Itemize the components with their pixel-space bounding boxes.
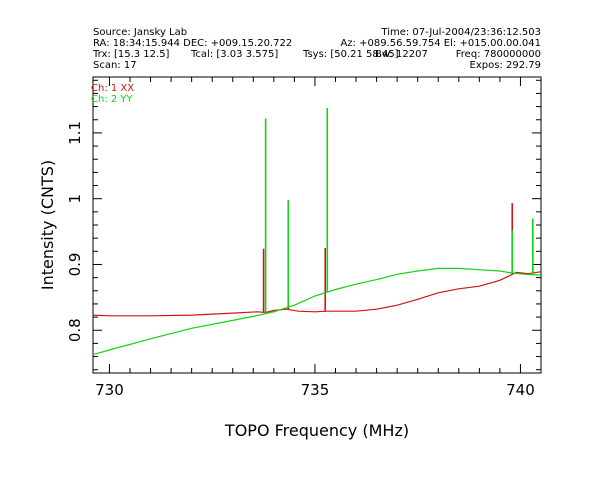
y-tick-label: 0.8: [66, 318, 84, 342]
header-freq: Freq: 780000000: [455, 49, 541, 60]
x-tick-label: 740: [506, 381, 535, 399]
header-source: Source: Jansky Lab: [93, 27, 188, 38]
x-tick-label: 730: [95, 381, 124, 399]
header-trx: Trx: [15.3 12.5]: [93, 49, 170, 60]
legend-ch2: Ch: 2 YY: [91, 94, 134, 105]
y-tick-label: 0.9: [66, 253, 84, 277]
header-bw: Bw: 12207: [375, 49, 428, 60]
x-tick-label: 735: [301, 381, 330, 399]
header-az-el: Az: +089.56.59.754 El: +015.00.00.041: [340, 38, 541, 49]
header-expos: Expos: 292.79: [469, 60, 541, 71]
plot-frame: [92, 76, 542, 374]
series-lines: [92, 107, 542, 356]
header-tcal: Tcal: [3.03 3.575]: [191, 49, 279, 60]
y-tick-label: 1: [66, 194, 84, 204]
series-line-ch1: [92, 271, 542, 317]
header-tsys: Tsys: [50.21 58.45]: [303, 49, 399, 60]
header-ra-dec: RA: 18:34:15.944 DEC: +009.15.20.722: [93, 38, 293, 49]
header-time: Time: 07-Jul-2004/23:36:12.503: [381, 27, 541, 38]
header-scan: Scan: 17: [93, 60, 137, 71]
axis-ticks: 730 735 740 0.8 0.9 1 1.1: [66, 77, 542, 399]
y-tick-label: 1.1: [66, 121, 84, 145]
x-axis-title: TOPO Frequency (MHz): [224, 421, 409, 440]
y-axis-title: Intensity (CNTS): [38, 160, 57, 290]
legend-ch1: Ch: 1 XX: [91, 83, 134, 94]
series-line-ch2: [92, 267, 542, 356]
